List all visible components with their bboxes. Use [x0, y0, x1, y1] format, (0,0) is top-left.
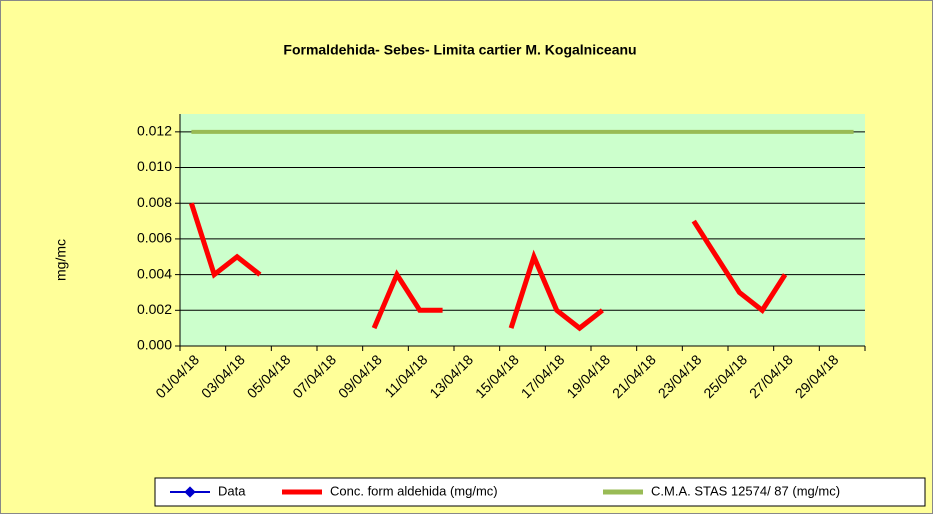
y-tick-label: 0.002	[137, 301, 172, 317]
chart-title: Formaldehida- Sebes- Limita cartier M. K…	[283, 42, 636, 58]
legend-label: C.M.A. STAS 12574/ 87 (mg/mc)	[651, 483, 840, 498]
y-tick-label: 0.012	[137, 123, 172, 139]
y-axis-label: mg/mc	[53, 239, 69, 281]
series-line	[508, 249, 604, 332]
legend-label: Conc. form aldehida (mg/mc)	[330, 483, 498, 498]
y-tick-label: 0.004	[137, 265, 172, 281]
legend-label: Data	[218, 483, 246, 498]
series-line	[371, 269, 443, 330]
series-line	[691, 219, 788, 314]
y-tick-label: 0.006	[137, 230, 172, 246]
legend-marker	[184, 486, 196, 498]
y-tick-label: 0.010	[137, 158, 172, 174]
series-line	[189, 202, 262, 279]
y-tick-label: 0.000	[137, 337, 172, 353]
plot-area	[180, 114, 865, 346]
y-tick-label: 0.008	[137, 194, 172, 210]
